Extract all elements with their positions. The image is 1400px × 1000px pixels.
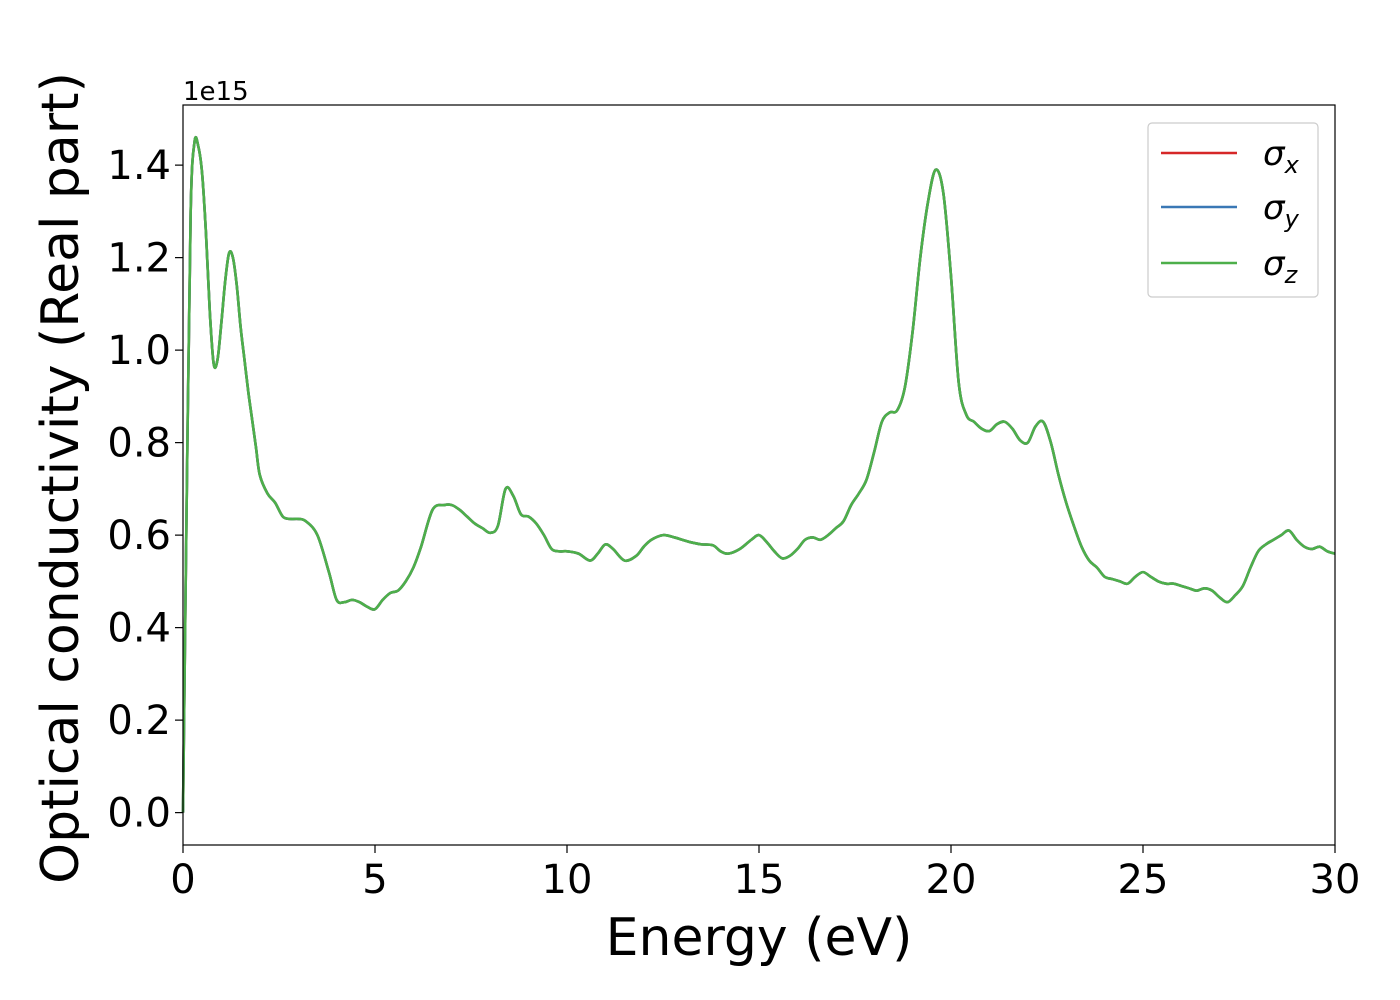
y-tick-label: 0.8	[107, 421, 171, 467]
x-tick-label: 10	[542, 857, 593, 903]
x-tick-label: 20	[926, 857, 977, 903]
y-tick-label: 0.0	[107, 791, 171, 837]
y-tick-label: 0.2	[107, 698, 171, 744]
y-tick-label: 0.6	[107, 513, 171, 559]
x-tick-label: 25	[1118, 857, 1169, 903]
y-tick-label: 1.0	[107, 328, 171, 374]
x-axis-label: Energy (eV)	[606, 908, 913, 968]
x-tick-label: 30	[1310, 857, 1361, 903]
y-tick-label: 1.2	[107, 236, 171, 282]
y-axis-label: Optical conductivity (Real part)	[31, 72, 91, 884]
legend-frame	[1147, 122, 1319, 298]
series-line-sigma-z	[181, 135, 1336, 813]
y-axis-ticks: 0.0 0.2 0.4 0.6 0.8 1.0 1.2 1.4	[107, 143, 183, 837]
y-offset-label: 1e15	[183, 77, 249, 107]
y-tick-label: 1.4	[107, 143, 171, 189]
plot-area	[183, 105, 1335, 845]
y-tick-label: 0.4	[107, 606, 171, 652]
x-axis-ticks: 0 5 10 15 20 25 30	[170, 845, 1360, 903]
legend-label-sigma-y: σy	[1263, 188, 1300, 233]
x-tick-label: 0	[170, 857, 195, 903]
series-lines	[181, 135, 1336, 813]
x-tick-label: 5	[362, 857, 387, 903]
x-tick-label: 15	[734, 857, 785, 903]
